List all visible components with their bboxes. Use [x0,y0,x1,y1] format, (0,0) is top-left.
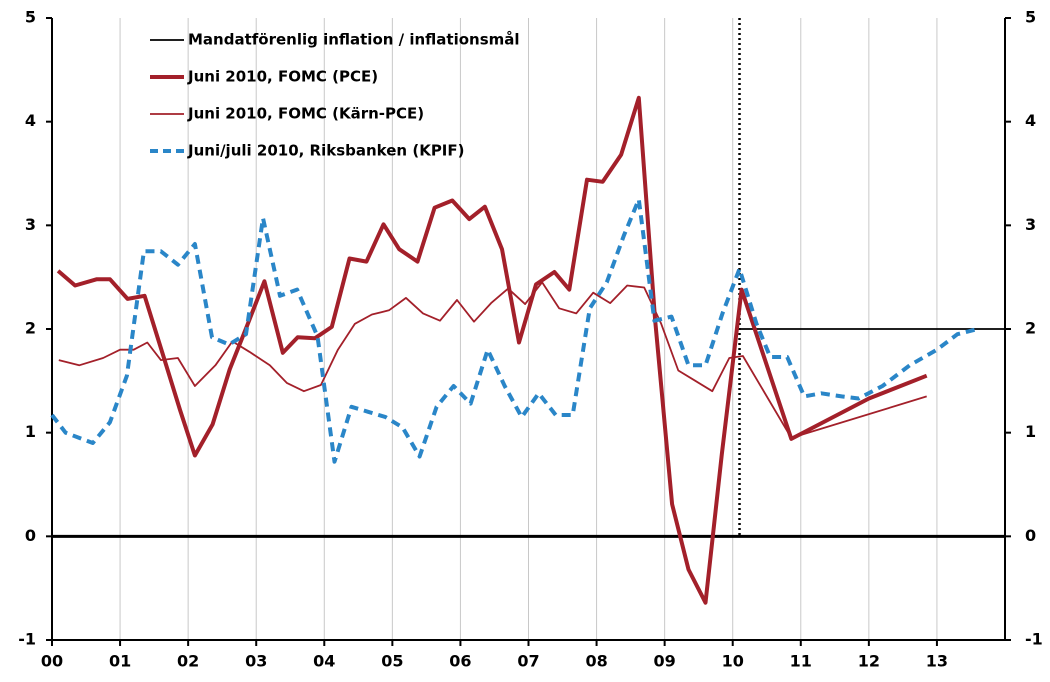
x-tick-label: 02 [177,652,199,671]
y-tick-label: 2 [25,319,36,338]
x-tick-label: 07 [517,652,539,671]
series-line [56,95,928,605]
x-tick-label: 00 [41,652,63,671]
x-tick-label: 05 [381,652,403,671]
y-tick-label: -1 [18,630,36,649]
legend-label: Juni 2010, FOMC (PCE) [187,68,378,86]
x-tick-label: 12 [858,652,880,671]
y2-tick-label: 0 [1025,526,1036,545]
x-tick-label: 13 [926,652,948,671]
y2-tick-label: 5 [1025,8,1036,27]
x-tick-label: 06 [449,652,471,671]
y2-tick-label: -1 [1025,630,1043,649]
x-tick-label: 01 [109,652,131,671]
y-tick-label: 1 [25,422,36,441]
x-tick-label: 08 [585,652,607,671]
y-tick-label: 5 [25,8,36,27]
x-tick-label: 03 [245,652,267,671]
x-tick-label: 04 [313,652,335,671]
x-tick-label: 09 [654,652,676,671]
legend-label: Juni/juli 2010, Riksbanken (KPIF) [187,142,465,160]
series-line [50,197,979,464]
legend-label: Juni 2010, FOMC (Kärn-PCE) [187,105,424,123]
x-tick-label: 11 [790,652,812,671]
y2-tick-label: 3 [1025,215,1036,234]
x-tick-label: 10 [722,652,744,671]
series-line [58,281,927,439]
y2-tick-label: 4 [1025,111,1036,130]
y-tick-label: 0 [25,526,36,545]
legend-label: Mandatförenlig inflation / inflationsmål [188,31,520,49]
y2-tick-label: 1 [1025,422,1036,441]
y-tick-label: 4 [25,111,36,130]
y-tick-label: 3 [25,215,36,234]
y2-tick-label: 2 [1025,319,1036,338]
